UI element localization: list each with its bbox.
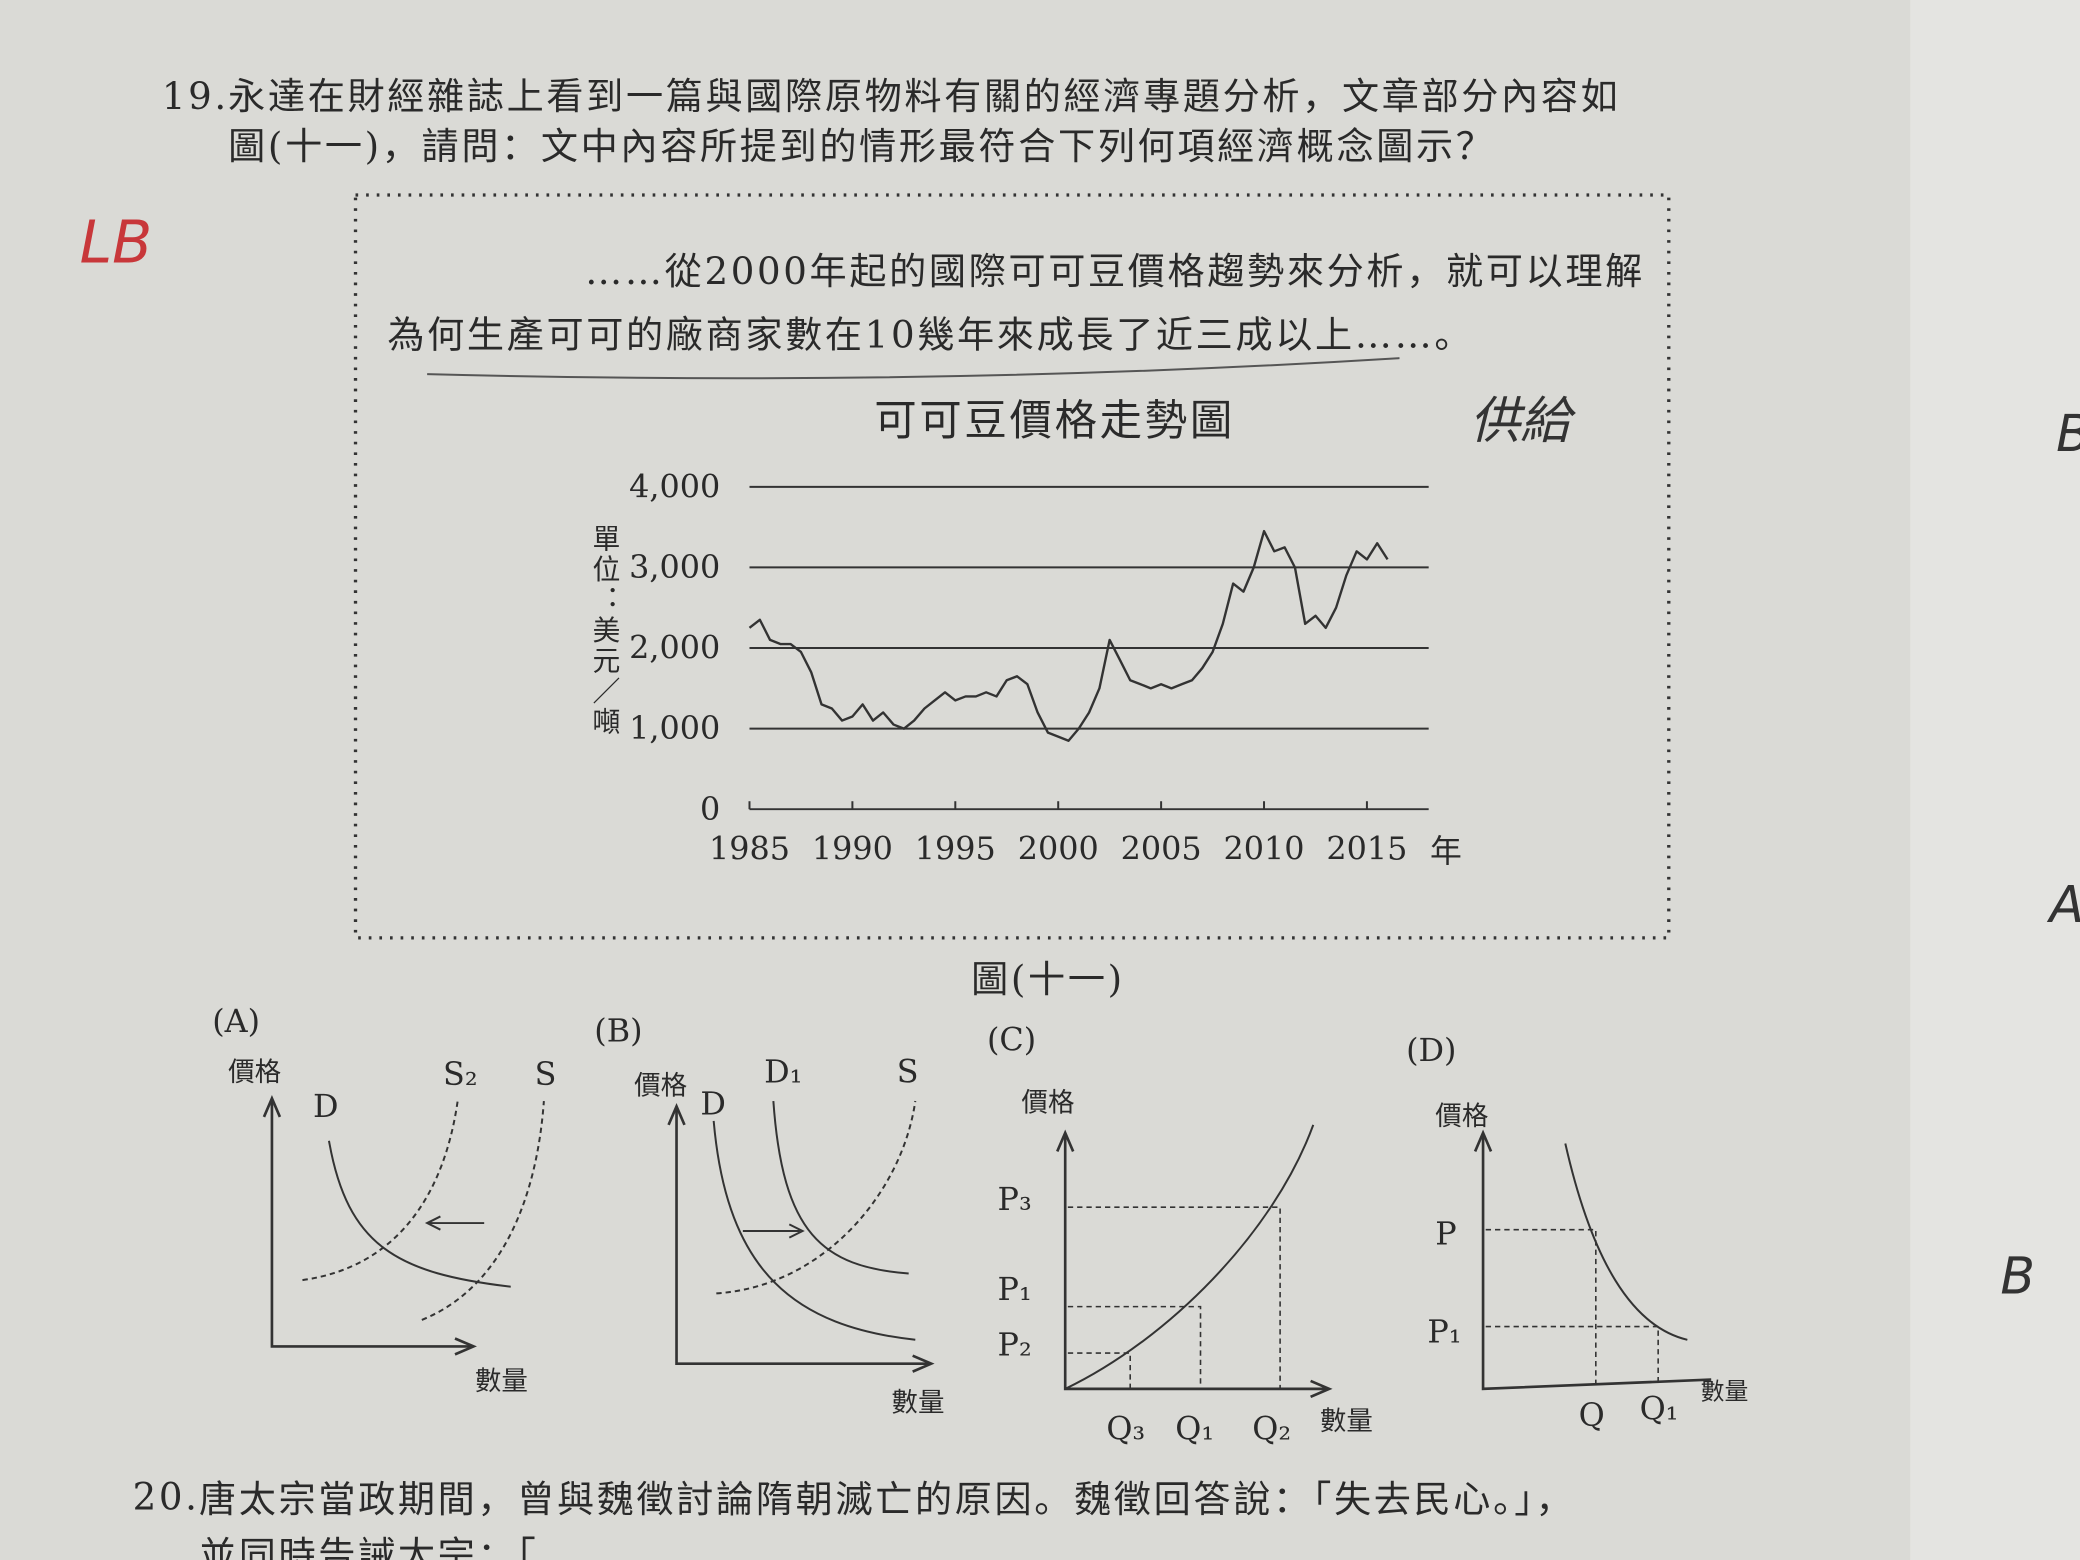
x-tick-label: 1990	[812, 830, 893, 868]
y-tick-label: 2,000	[629, 629, 720, 667]
handwritten-note: 供給	[1470, 391, 1576, 450]
next-page-edge	[1910, 0, 2080, 1560]
x-tick-label: 1995	[915, 830, 996, 868]
curve-label: D	[700, 1084, 726, 1122]
question-number: 19.	[162, 75, 229, 118]
y-tick-label: 1,000	[629, 709, 720, 747]
handwritten-note: B	[2056, 404, 2080, 463]
y-axis-label: 單位：美元／噸	[588, 524, 621, 738]
question-line: 唐太宗當政期間，曾與魏徵討論隋朝滅亡的原因。魏徵回答說：「失去民心。」，	[199, 1478, 1575, 1521]
x-axis-unit: 年	[1430, 832, 1462, 870]
question-line: 永達在財經雜誌上看到一篇與國際原物料有關的經濟專題分析，文章部分內容如	[228, 75, 1620, 118]
handwritten-note: B	[2000, 1246, 2035, 1305]
question-line: 圖(十一)，請問：文中內容所提到的情形最符合下列何項經濟概念圖示？	[228, 125, 1495, 168]
option-letter: (A)	[212, 1002, 260, 1040]
diagram-c	[1056, 1124, 1333, 1399]
y-tick-label: 3,000	[629, 548, 720, 586]
quantity-label: Q₃	[1106, 1409, 1145, 1447]
price-label: P₁	[998, 1270, 1032, 1308]
price-label: P₁	[1427, 1312, 1461, 1350]
axis-label: 數量	[1701, 1377, 1749, 1405]
x-tick-label: 2005	[1121, 830, 1202, 868]
axis-label: 價格	[634, 1070, 687, 1101]
option-letter: (C)	[987, 1021, 1036, 1059]
axis-label: 數量	[475, 1366, 528, 1397]
excerpt-line: ……從2000年起的國際可可豆價格趨勢來分析，就可以理解	[585, 250, 1645, 293]
axis-label: 價格	[1021, 1088, 1074, 1119]
option-letter: (D)	[1406, 1031, 1456, 1069]
figure-caption: 圖(十一)	[971, 958, 1125, 1001]
handwritten-note: A	[2046, 875, 2080, 934]
price-line	[748, 529, 1389, 742]
diagram-d	[1473, 1129, 1712, 1391]
diagram-b	[667, 1100, 935, 1373]
y-tick-label: 4,000	[629, 467, 720, 505]
excerpt-line: 為何生產可可的廠商家數在10幾年來成長了近三成以上……。	[387, 314, 1474, 357]
diagram-a	[262, 1094, 545, 1356]
question-line: 並同時告誡太宗：「	[199, 1534, 538, 1560]
curve-label: S	[897, 1052, 919, 1090]
handwritten-answer: LB	[80, 209, 153, 277]
underline	[427, 357, 1400, 380]
quantity-label: Q	[1579, 1396, 1605, 1434]
axis-label: 價格	[1435, 1101, 1488, 1132]
curve-label: D	[313, 1087, 339, 1125]
quantity-label: Q₂	[1252, 1409, 1291, 1447]
axis-label: 數量	[1320, 1406, 1373, 1437]
x-tick-label: 2010	[1224, 830, 1305, 868]
price-label: P₃	[998, 1180, 1032, 1218]
curve-label: D₁	[764, 1052, 802, 1090]
chart-title: 可可豆價格走勢圖	[874, 397, 1235, 446]
price-label: P₂	[998, 1326, 1032, 1364]
x-tick-label: 2000	[1018, 830, 1099, 868]
curve-label: S	[535, 1055, 557, 1093]
x-tick-label: 1985	[709, 830, 790, 868]
axis-label: 數量	[891, 1387, 944, 1418]
x-tick-label: 2015	[1326, 830, 1407, 868]
quantity-label: Q₁	[1640, 1389, 1679, 1427]
question-number: 20.	[133, 1476, 200, 1519]
price-label: P	[1435, 1214, 1456, 1252]
axis-label: 價格	[228, 1057, 281, 1088]
y-tick-label: 0	[700, 790, 720, 828]
chart: 0 1,000 2,000 3,000 4,000 1985 1990 1995 2000 200…	[629, 467, 1429, 868]
quantity-label: Q₁	[1175, 1409, 1214, 1447]
option-letter: (B)	[594, 1011, 642, 1049]
curve-label: S₂	[443, 1055, 478, 1093]
